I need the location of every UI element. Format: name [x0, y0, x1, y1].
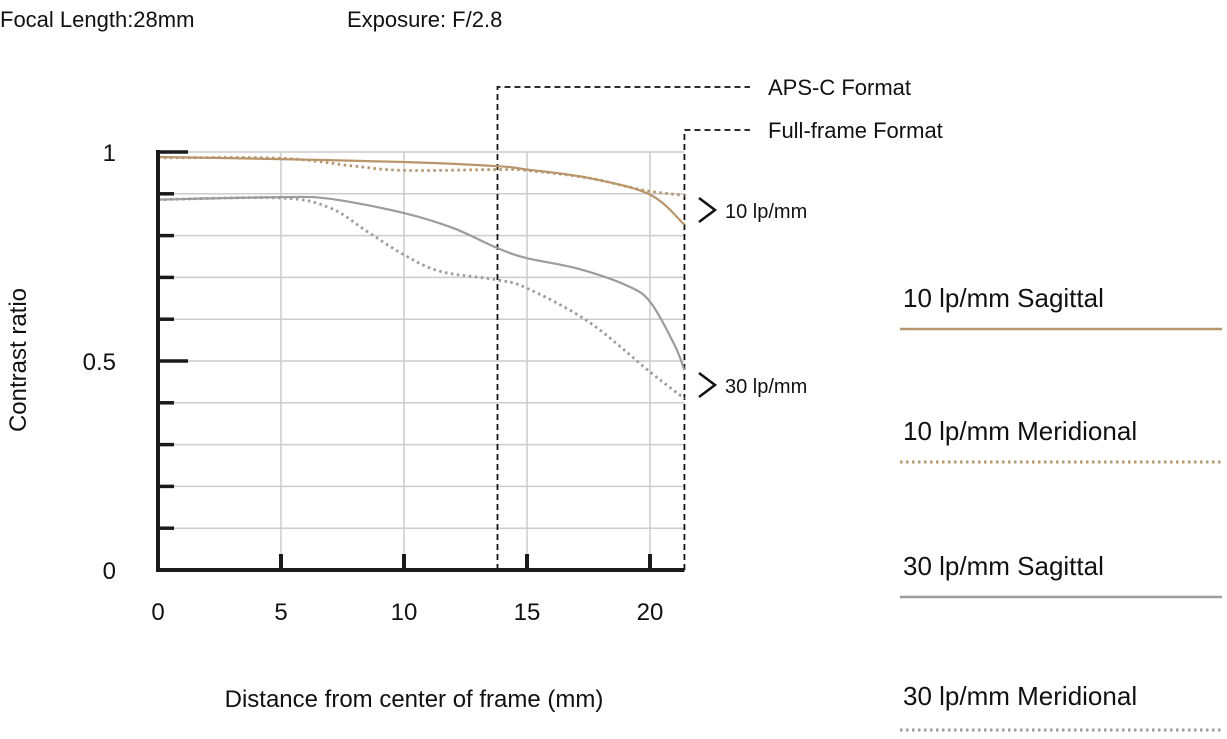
- apsc-format-label: APS-C Format: [768, 75, 911, 100]
- x-tick-label: 10: [391, 599, 418, 626]
- series-line-30-lp-mm-sagittal: [157, 195, 686, 371]
- legend-label: 10 lp/mm Meridional: [903, 416, 1137, 446]
- x-axis-label: Distance from center of frame (mm): [225, 686, 604, 713]
- format-reference-lines: [496, 86, 750, 570]
- focal-length-label: Focal Length:28mm: [0, 7, 194, 32]
- grid: [158, 151, 685, 570]
- y-tick-label: 0.5: [83, 349, 116, 376]
- x-tick-label: 20: [637, 599, 664, 626]
- legend-label: 10 lp/mm Sagittal: [903, 283, 1104, 313]
- legend-label: 30 lp/mm Meridional: [903, 681, 1137, 711]
- legend: 10 lp/mm Sagittal 10 lp/mm Meridional 30…: [900, 283, 1222, 732]
- exposure-label: Exposure: F/2.8: [347, 7, 502, 32]
- x-tick-label: 0: [151, 599, 164, 626]
- y-axis-label: Contrast ratio: [5, 288, 32, 432]
- apsc-format-line: [496, 86, 750, 570]
- series-line-10-lp-mm-sagittal: [157, 155, 686, 226]
- y-tick-label: 0: [103, 558, 116, 585]
- chevron-right-icon: [698, 197, 718, 223]
- axes: 00.510 5 10 15 20: [83, 140, 685, 626]
- group-10-label: 10 lp/mm: [725, 201, 807, 223]
- x-tick-label: 5: [274, 599, 287, 626]
- series-line-10-lp-mm-meridional: [157, 156, 685, 197]
- y-tick-label: 1: [103, 140, 116, 167]
- chevron-right-icon: [698, 372, 718, 398]
- legend-label: 30 lp/mm Sagittal: [903, 551, 1104, 581]
- x-tick-label: 15: [514, 599, 541, 626]
- series-lines: [157, 155, 686, 400]
- group-30-label: 30 lp/mm: [725, 376, 807, 398]
- series-line-30-lp-mm-meridional: [157, 196, 686, 400]
- fullframe-format-label: Full-frame Format: [768, 118, 943, 143]
- fullframe-format-line: [683, 129, 750, 570]
